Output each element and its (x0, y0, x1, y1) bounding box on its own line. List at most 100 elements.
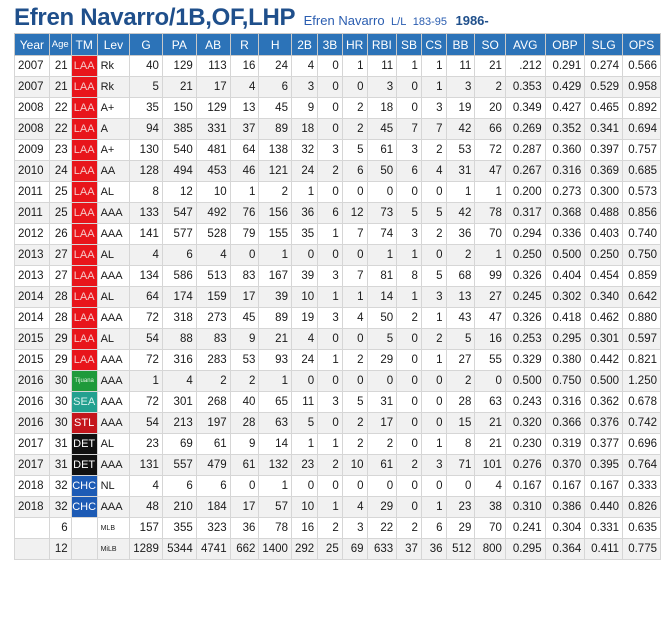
cell-ops: 0.566 (622, 55, 661, 77)
column-header-lev[interactable]: Lev (96, 33, 131, 56)
cell-ab: 61 (195, 433, 231, 455)
cell-bb: 53 (445, 139, 476, 161)
column-header-rbi[interactable]: RBI (366, 33, 398, 56)
cell-rbi: 17 (366, 412, 398, 434)
table-row: 2014 28 LAA AAA 72 318 273 45 89 19 3 4 50 2 1 43 47 0.32… (14, 307, 661, 329)
column-header-bb[interactable]: BB (445, 33, 476, 56)
cell-year: 2015 (14, 349, 50, 371)
cell-2b: 0 (290, 370, 319, 392)
cell-obp: 0.368 (544, 202, 586, 224)
cell-pa: 586 (161, 265, 197, 287)
cell-slg: 0.411 (584, 538, 624, 560)
cell-obp: 0.319 (544, 433, 586, 455)
column-header-cs[interactable]: CS (420, 33, 447, 56)
cell-slg: 0.403 (584, 223, 624, 245)
cell-bb: 1 (445, 181, 476, 203)
cell-h: 1400 (258, 538, 292, 560)
cell-slg: 0.274 (584, 55, 624, 77)
cell-rbi: 22 (366, 517, 398, 539)
cell-g: 141 (129, 223, 163, 245)
cell-rbi: 0 (366, 475, 398, 497)
height-weight: 183-95 (412, 16, 448, 28)
column-header-so[interactable]: SO (474, 33, 506, 56)
cell-slg: 0.440 (584, 496, 624, 518)
column-header-g[interactable]: G (129, 33, 163, 56)
cell-2b: 10 (290, 496, 319, 518)
cell-hr: 0 (341, 328, 368, 350)
cell-pa: 540 (161, 139, 197, 161)
cell-year: 2016 (14, 391, 50, 413)
cell-avg: 0.167 (504, 475, 546, 497)
cell-hr: 6 (341, 160, 368, 182)
cell-3b: 0 (317, 475, 343, 497)
column-header-year[interactable]: Year (14, 33, 50, 56)
column-header-3b[interactable]: 3B (317, 33, 343, 56)
cell-2b: 5 (290, 412, 319, 434)
cell-r: 28 (229, 412, 260, 434)
column-header-sb[interactable]: SB (396, 33, 422, 56)
cell-ab: 268 (195, 391, 231, 413)
cell-obp: 0.291 (544, 55, 586, 77)
cell-sb: 8 (396, 265, 422, 287)
cell-bb: 43 (445, 307, 476, 329)
cell-2b: 36 (290, 202, 319, 224)
cell-g: 40 (129, 55, 163, 77)
cell-level: A+ (96, 139, 131, 161)
table-row: 2007 21 LAA Rk 40 129 113 16 24 4 0 1 11 1 1 11 21.212 0.… (14, 55, 661, 77)
column-header-avg[interactable]: AVG (504, 33, 546, 56)
cell-age: 28 (48, 307, 72, 329)
column-header-hr[interactable]: HR (341, 33, 368, 56)
column-header-obp[interactable]: OBP (544, 33, 586, 56)
team-badge: DET (70, 433, 98, 455)
column-header-age[interactable]: Age (48, 33, 72, 56)
cell-ab: 10 (195, 181, 231, 203)
column-header-pa[interactable]: PA (161, 33, 197, 56)
cell-obp: 0.316 (544, 391, 586, 413)
cell-level: AL (96, 328, 131, 350)
cell-h: 45 (258, 97, 292, 119)
cell-pa: 69 (161, 433, 197, 455)
column-header-2b[interactable]: 2B (290, 33, 319, 56)
cell-hr: 5 (341, 391, 368, 413)
cell-sb: 1 (396, 55, 422, 77)
cell-slg: 0.341 (584, 118, 624, 140)
cell-pa: 301 (161, 391, 197, 413)
cell-obp: 0.750 (544, 370, 586, 392)
cell-rbi: 0 (366, 370, 398, 392)
column-header-r[interactable]: R (229, 33, 260, 56)
cell-h: 121 (258, 160, 292, 182)
cell-pa: 494 (161, 160, 197, 182)
cell-sb: 37 (396, 538, 422, 560)
cell-year: 2007 (14, 55, 50, 77)
cell-r: 16 (229, 55, 260, 77)
cell-bb: 0 (445, 475, 476, 497)
cell-g: 134 (129, 265, 163, 287)
column-header-ab[interactable]: AB (195, 33, 231, 56)
cell-2b: 35 (290, 223, 319, 245)
cell-g: 94 (129, 118, 163, 140)
cell-year: 2009 (14, 139, 50, 161)
column-header-h[interactable]: H (258, 33, 292, 56)
team-badge: LAA (70, 286, 98, 308)
cell-cs: 2 (420, 328, 447, 350)
cell-3b: 0 (317, 76, 343, 98)
cell-obp: 0.500 (544, 244, 586, 266)
column-header-ops[interactable]: OPS (622, 33, 661, 56)
team-badge: SEA (70, 391, 98, 413)
cell-cs: 0 (420, 181, 447, 203)
cell-hr: 2 (341, 433, 368, 455)
cell-bb: 42 (445, 202, 476, 224)
cell-year: 2015 (14, 328, 50, 350)
cell-avg: 0.245 (504, 286, 546, 308)
cell-pa: 21 (161, 76, 197, 98)
cell-so: 21 (474, 55, 506, 77)
column-header-slg[interactable]: SLG (584, 33, 624, 56)
cell-rbi: 61 (366, 139, 398, 161)
cell-rbi: 633 (366, 538, 398, 560)
cell-ops: 0.764 (622, 454, 661, 476)
cell-avg: 0.320 (504, 412, 546, 434)
table-row: 2011 25 LAA AAA 133 547 492 76 156 36 6 12 73 5 5 42 78 0… (14, 202, 661, 224)
column-header-tm[interactable]: TM (70, 33, 98, 56)
cell-sb: 0 (396, 391, 422, 413)
cell-hr: 4 (341, 307, 368, 329)
